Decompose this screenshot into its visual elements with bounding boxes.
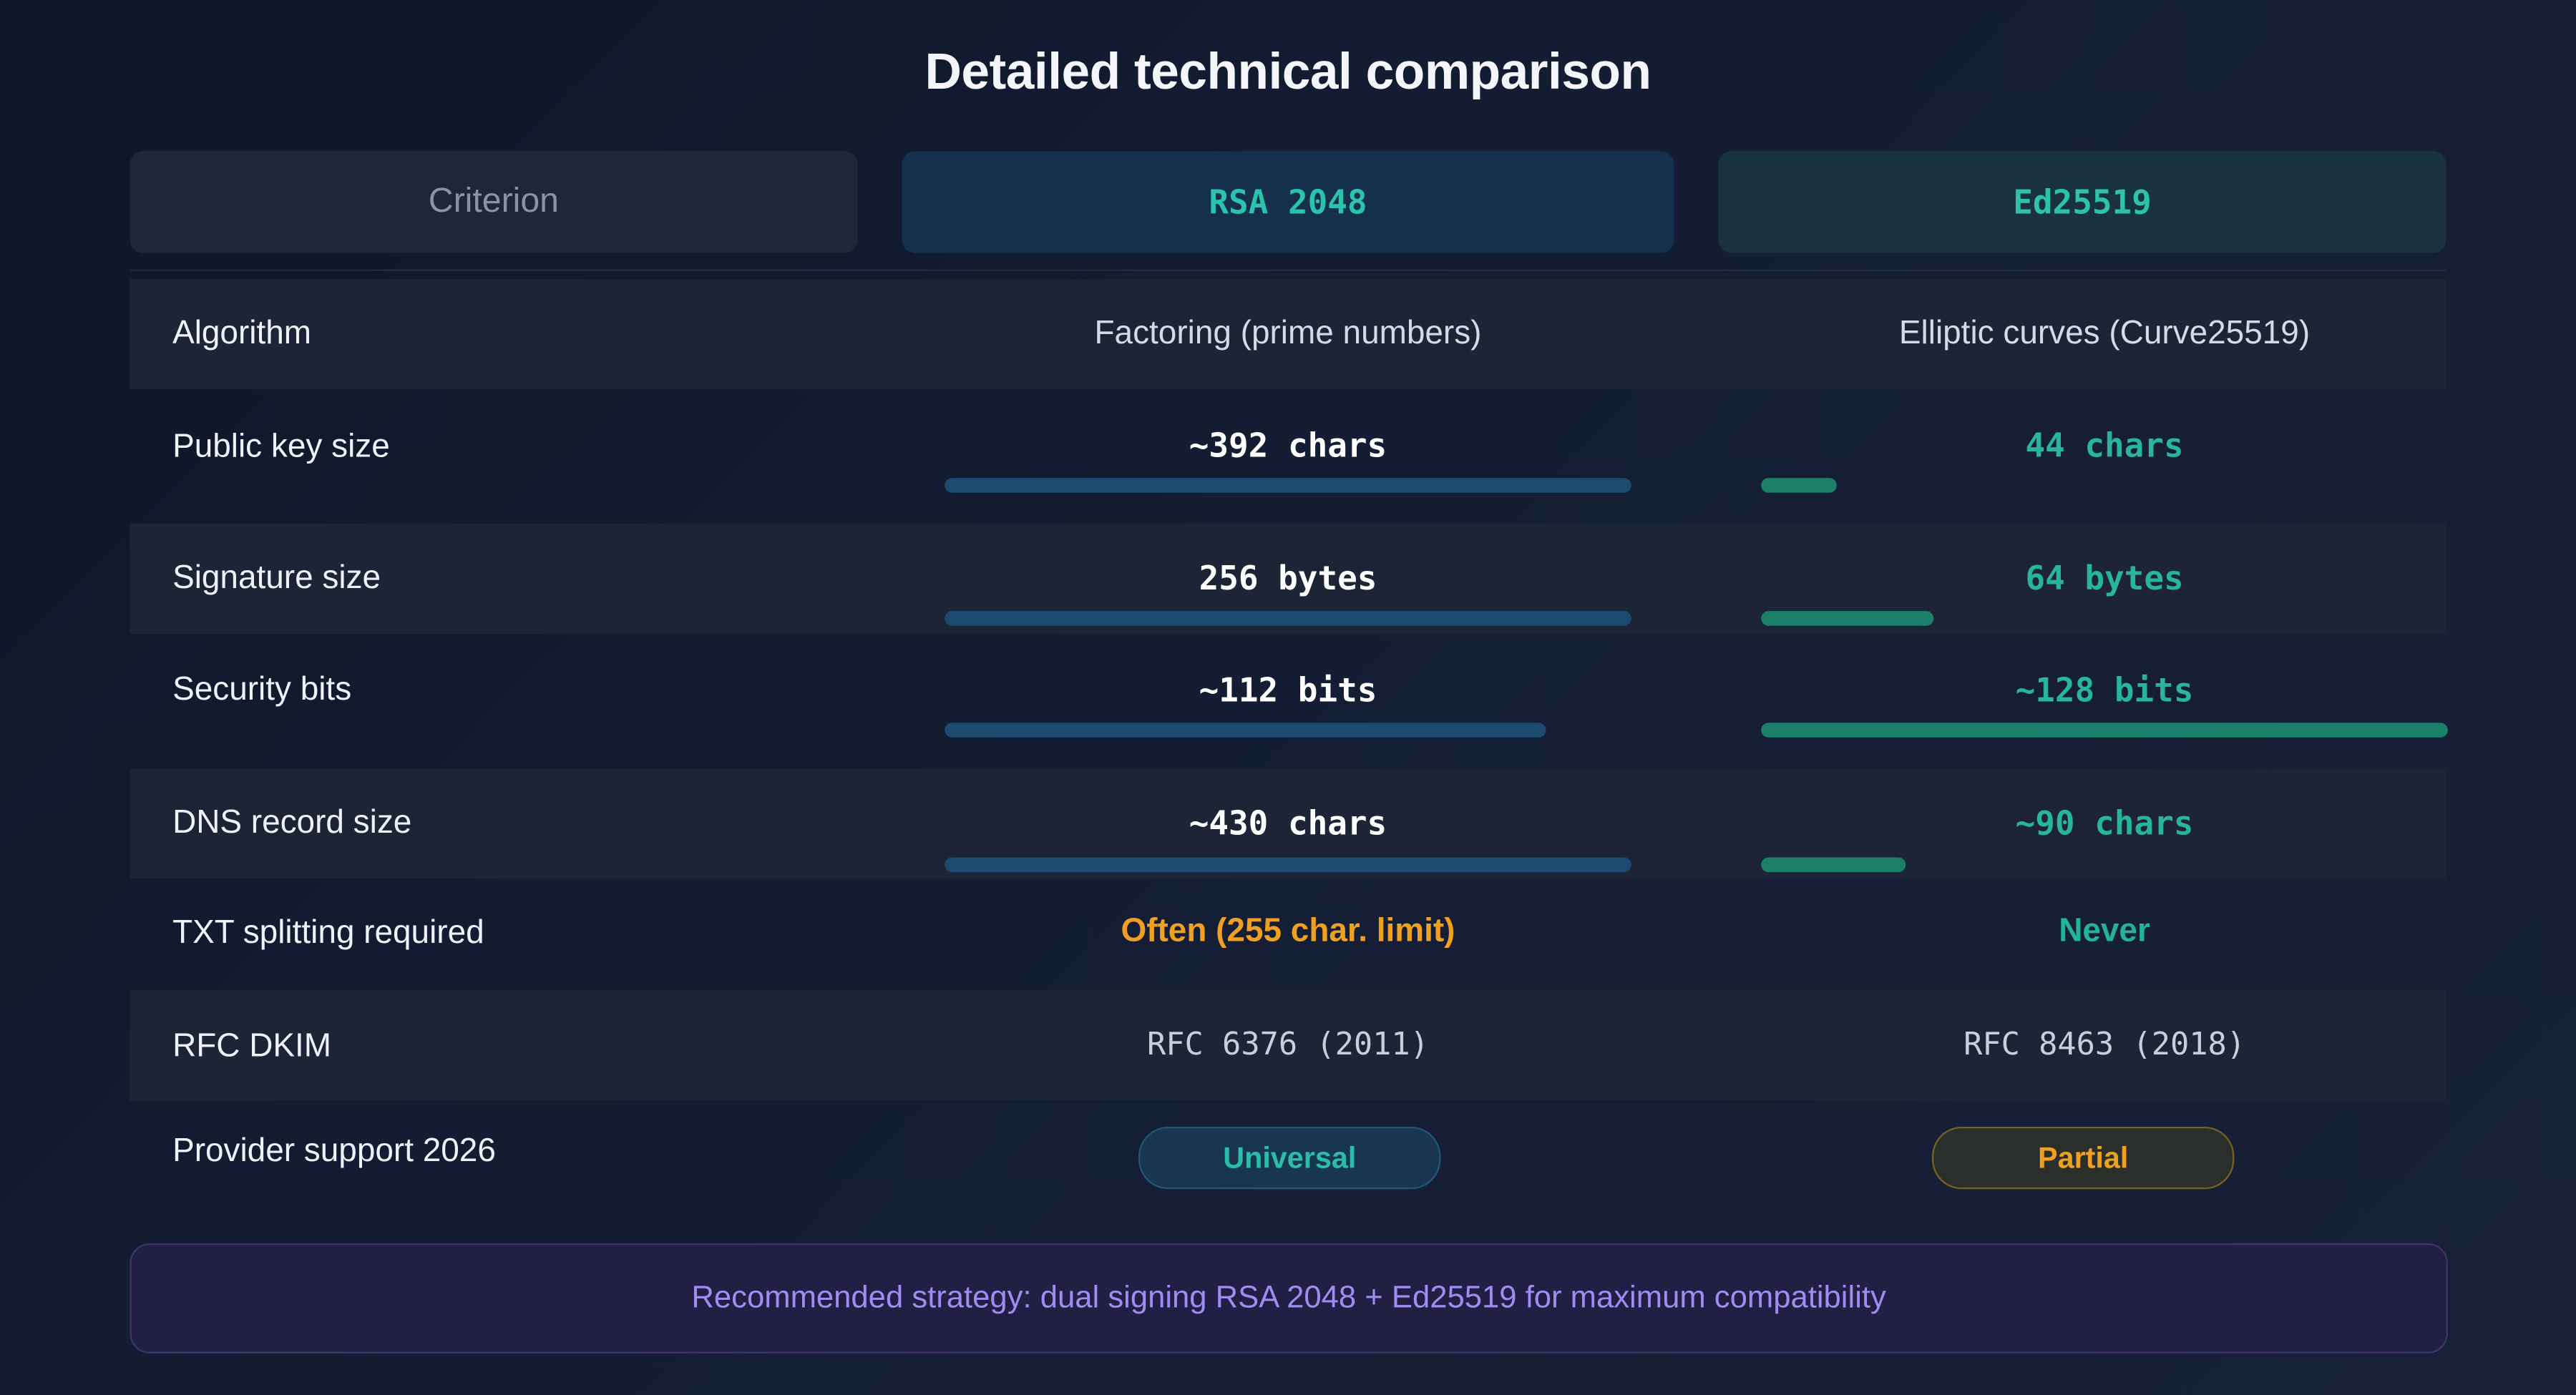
ed25519-size-bar <box>1761 723 2448 738</box>
ed25519-size-bar <box>1761 478 1837 493</box>
rsa-size-bar <box>945 857 1631 873</box>
row-label: RFC DKIM <box>172 1028 332 1064</box>
ed25519-value: 64 bytes <box>2025 558 2184 598</box>
rsa-value: 256 bytes <box>1199 558 1377 598</box>
ed25519-value: Never <box>2059 913 2150 950</box>
rsa-value: Often (255 char. limit) <box>1121 913 1455 950</box>
ed25519-value: RFC 8463 (2018) <box>1963 1026 2246 1063</box>
page-title: Detailed technical comparison <box>924 42 1652 101</box>
table-row-signature-size: Signature size 256 bytes 64 bytes <box>130 524 2446 635</box>
table-row-security-bits: Security bits ~112 bits ~128 bits <box>130 634 2448 768</box>
column-header-criterion: Criterion <box>130 151 858 253</box>
ed25519-value: ~90 chars <box>2015 803 2194 843</box>
table-row-provider-support: Provider support 2026 Universal Partial <box>130 1100 2446 1215</box>
ed25519-size-bar <box>1761 611 1934 626</box>
row-label: Public key size <box>172 429 390 465</box>
row-label: TXT splitting required <box>172 914 484 951</box>
row-label: Security bits <box>172 672 352 708</box>
status-badge-universal: Universal <box>1138 1126 1441 1190</box>
status-badge-partial: Partial <box>1931 1126 2235 1190</box>
ed25519-size-bar <box>1761 857 1906 873</box>
header-divider <box>130 269 2446 271</box>
rsa-value: ~392 chars <box>1189 425 1387 465</box>
row-label: DNS record size <box>172 804 412 841</box>
rsa-value: Factoring (prime numbers) <box>1094 315 1482 352</box>
table-row-public-key-size: Public key size ~392 chars 44 chars <box>130 389 2446 524</box>
table-row-dns-record-size: DNS record size ~430 chars ~90 chars <box>130 768 2446 879</box>
rsa-size-bar <box>945 478 1631 493</box>
row-label: Algorithm <box>172 315 312 352</box>
rsa-value: ~112 bits <box>1199 670 1377 710</box>
ed25519-value: Elliptic curves (Curve25519) <box>1898 315 2311 352</box>
recommendation-banner: Recommended strategy: dual signing RSA 2… <box>130 1243 2448 1354</box>
column-header-rsa: RSA 2048 <box>902 151 1674 253</box>
table-row-rfc-dkim: RFC DKIM RFC 6376 (2011) RFC 8463 (2018) <box>130 990 2446 1101</box>
rsa-value: ~430 chars <box>1189 803 1387 843</box>
ed25519-value: ~128 bits <box>2015 670 2194 710</box>
rsa-size-bar <box>945 723 1546 738</box>
ed25519-value: 44 chars <box>2025 425 2184 465</box>
rsa-size-bar <box>945 611 1631 626</box>
row-label: Signature size <box>172 559 381 597</box>
rsa-value: RFC 6376 (2011) <box>1147 1026 1429 1063</box>
column-header-ed25519: Ed25519 <box>1718 151 2446 253</box>
table-row-algorithm: Algorithm Factoring (prime numbers) Elli… <box>130 279 2446 390</box>
table-row-txt-splitting: TXT splitting required Often (255 char. … <box>130 878 2446 990</box>
row-label: Provider support 2026 <box>172 1133 496 1170</box>
